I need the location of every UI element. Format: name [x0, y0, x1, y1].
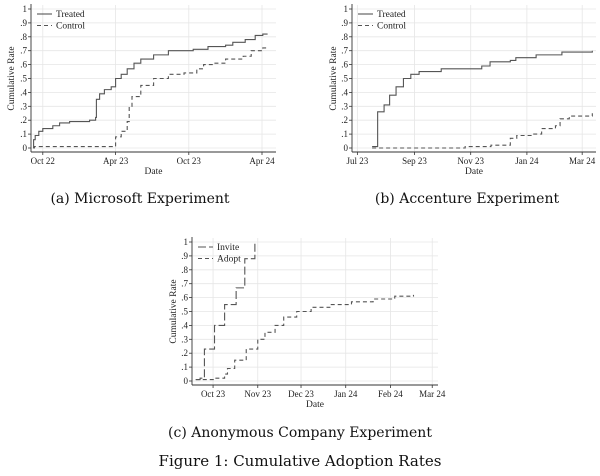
- y-tick-label: .4: [181, 320, 188, 330]
- y-tick-label: .1: [20, 129, 27, 139]
- y-tick-label: .6: [341, 60, 348, 70]
- y-tick-label: .4: [341, 87, 348, 97]
- y-tick-label: .2: [181, 348, 188, 358]
- y-tick-label: 0: [23, 143, 28, 153]
- series-line-invite: [195, 242, 256, 381]
- figure-caption: Figure 1: Cumulative Adoption Rates: [158, 452, 442, 470]
- y-tick-label: .3: [181, 334, 188, 344]
- y-tick-label: .1: [181, 362, 188, 372]
- legend-label: Treated: [377, 10, 406, 20]
- x-tick-label: Mar 24: [419, 389, 446, 399]
- y-tick-label: .8: [181, 265, 188, 275]
- x-tick-label: Jul 23: [346, 156, 368, 166]
- y-tick-label: .7: [20, 46, 27, 56]
- y-tick-label: .8: [341, 32, 348, 42]
- y-axis-label: Cumulative Rate: [169, 279, 179, 343]
- y-axis-label: Cumulative Rate: [7, 46, 17, 110]
- y-tick-label: .4: [20, 87, 27, 97]
- x-tick-label: Mar 24: [569, 156, 596, 166]
- y-tick-label: .9: [20, 18, 27, 28]
- chart-2: 0 .1 .2 .3 .4 .5 .6 .7 .8 .9 1 Oct 23 Nov 23 Dec 23 Ja…: [169, 237, 446, 410]
- y-tick-label: .7: [181, 279, 188, 289]
- x-tick-label: Dec 23: [288, 389, 314, 399]
- y-tick-label: .5: [20, 74, 27, 84]
- x-tick-label: Oct 23: [177, 156, 202, 166]
- y-tick-label: .2: [341, 115, 348, 125]
- y-tick-label: .3: [341, 101, 348, 111]
- series-line-treated: [33, 33, 268, 149]
- caption-c: (c) Anonymous Company Experiment: [168, 425, 432, 441]
- y-tick-label: .7: [341, 46, 348, 56]
- y-tick-label: 1: [184, 237, 189, 247]
- legend-label: Control: [56, 22, 85, 32]
- y-tick-label: .2: [20, 115, 27, 125]
- x-tick-label: Jan 24: [334, 389, 358, 399]
- x-tick-label: Feb 24: [378, 389, 403, 399]
- x-tick-label: Nov 23: [244, 389, 271, 399]
- x-tick-label: Apr 23: [103, 156, 129, 166]
- x-tick-label: Jan 24: [515, 156, 539, 166]
- legend-label: Adopt: [217, 255, 241, 265]
- series-line-control: [372, 113, 593, 149]
- y-tick-label: .1: [341, 129, 348, 139]
- y-axis-label: Cumulative Rate: [329, 46, 339, 110]
- y-tick-label: .6: [20, 60, 27, 70]
- x-axis-label: Date: [465, 167, 483, 177]
- x-tick-label: Oct 22: [31, 156, 55, 166]
- x-axis-label: Date: [145, 167, 163, 177]
- x-tick-label: Apr 24: [249, 156, 275, 166]
- y-tick-label: .5: [341, 74, 348, 84]
- legend-label: Control: [377, 22, 406, 32]
- x-tick-label: Oct 23: [201, 389, 226, 399]
- series-line-adopt: [195, 294, 415, 381]
- chart-1: 0 .1 .2 .3 .4 .5 .6 .7 .8 .9 1 Jul 23 Sep 23 Nov 23 Ja…: [329, 4, 596, 177]
- chart-0: 0 .1 .2 .3 .4 .5 .6 .7 .8 .9 1 Oct 22 Apr 23 Oct 23 Ap…: [7, 4, 276, 177]
- legend-label: Treated: [56, 10, 85, 20]
- x-tick-label: Sep 23: [402, 156, 427, 166]
- x-tick-label: Nov 23: [457, 156, 484, 166]
- caption-a: (a) Microsoft Experiment: [50, 191, 230, 207]
- y-tick-label: .6: [181, 293, 188, 303]
- y-tick-label: 1: [344, 4, 349, 14]
- y-tick-label: .5: [181, 307, 188, 317]
- y-tick-label: .8: [20, 32, 27, 42]
- y-tick-label: .9: [181, 251, 188, 261]
- series-line-treated: [372, 50, 593, 148]
- series-line-control: [33, 47, 268, 149]
- y-tick-label: 1: [23, 4, 28, 14]
- legend-label: Invite: [217, 243, 239, 253]
- y-tick-label: .3: [20, 101, 27, 111]
- y-tick-label: .9: [341, 18, 348, 28]
- y-tick-label: 0: [344, 143, 349, 153]
- y-tick-label: 0: [184, 376, 189, 386]
- caption-b: (b) Accenture Experiment: [374, 191, 560, 207]
- x-axis-label: Date: [306, 400, 324, 410]
